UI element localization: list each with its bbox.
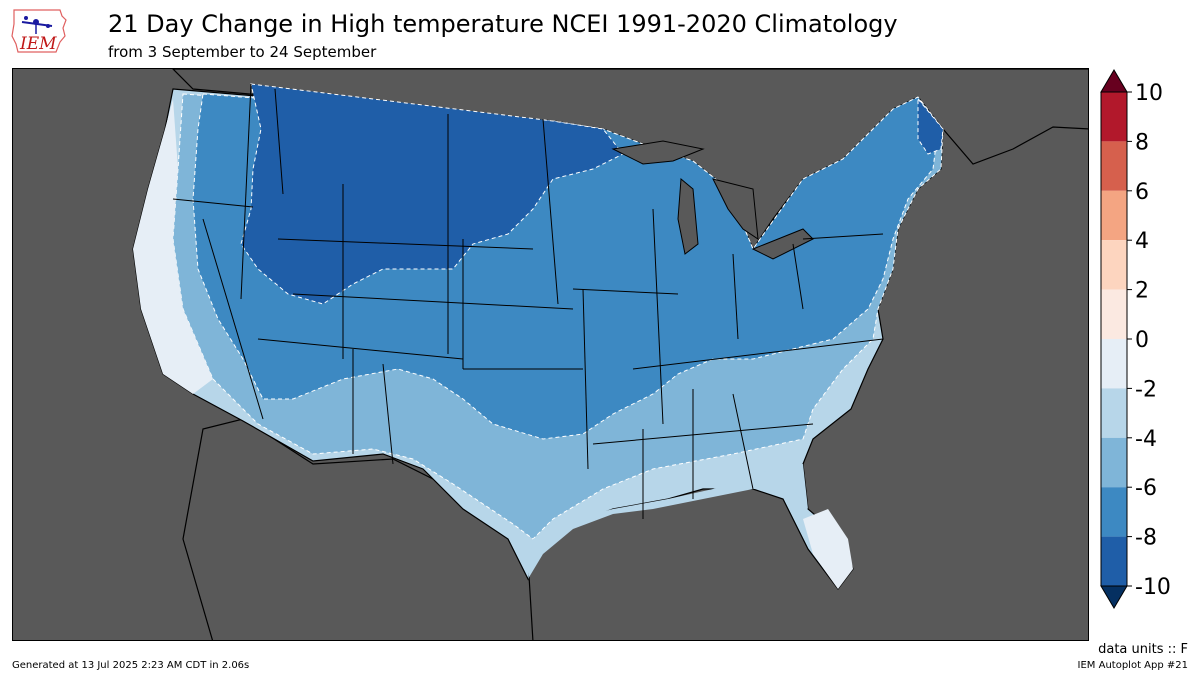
- iem-logo: IEM: [8, 6, 72, 58]
- colorbar-tick-label: 0: [1135, 328, 1149, 353]
- logo-text: IEM: [20, 34, 57, 54]
- lake-michigan: [677, 177, 699, 255]
- pacific-coast-region-0-to-minus2: [133, 99, 213, 394]
- app-label: IEM Autoplot App #21: [1077, 660, 1188, 671]
- state-borders: [172, 83, 884, 519]
- units-label: data units :: F: [1098, 642, 1188, 657]
- colorbar-bin: [1101, 289, 1127, 339]
- colorbar-tick-label: -6: [1135, 476, 1157, 501]
- colorbar-tick-label: 2: [1135, 279, 1149, 304]
- colorbar-bin: [1101, 339, 1127, 389]
- map-subtitle: from 3 September to 24 September: [108, 43, 377, 61]
- colorbar-under-arrow: [1100, 585, 1128, 609]
- maine-region-minus8-to-minus10: [917, 97, 944, 155]
- generated-timestamp: Generated at 13 Jul 2025 2:23 AM CDT in …: [12, 660, 250, 671]
- us-map: [13, 69, 1088, 640]
- florida-region-0-to-minus2: [803, 509, 853, 589]
- colorbar-tick-label: -4: [1135, 427, 1157, 452]
- colorbar-over-arrow: [1100, 69, 1128, 93]
- colorbar-tick-label: 8: [1135, 130, 1149, 155]
- colorbar-bin: [1101, 487, 1127, 537]
- colorbar-bin: [1101, 240, 1127, 290]
- colorbar-bin: [1101, 437, 1127, 488]
- colorbar-bin: [1101, 536, 1127, 586]
- colorbar-bin: [1101, 92, 1127, 142]
- colorbar-tick-label: -8: [1135, 526, 1157, 551]
- lake-superior: [611, 140, 705, 165]
- conus-region-minus8-to-minus10: [240, 83, 624, 305]
- colorbar-bin: [1101, 141, 1127, 191]
- colorbar-bin: [1101, 190, 1127, 241]
- colorbar-tick-label: 10: [1135, 81, 1163, 106]
- map-panel: [12, 68, 1089, 641]
- colorbar-tick-label: 6: [1135, 180, 1149, 205]
- colorbar-bin: [1101, 388, 1127, 438]
- gulf-region-minus2-to-minus4: [528, 464, 808, 579]
- lake-huron: [712, 178, 759, 241]
- colorbar-graphic: 10 8 6 4 2 0 -2 -4 -6 -8 -10: [1100, 69, 1171, 609]
- map-title: 21 Day Change in High temperature NCEI 1…: [108, 10, 898, 38]
- lake-erie: [751, 228, 814, 260]
- colorbar-tick-label: -10: [1135, 575, 1171, 600]
- colorbar-tick-label: -2: [1135, 377, 1157, 402]
- colorbar: 10 8 6 4 2 0 -2 -4 -6 -8 -10: [1095, 66, 1200, 611]
- colorbar-tick-label: 4: [1135, 229, 1149, 254]
